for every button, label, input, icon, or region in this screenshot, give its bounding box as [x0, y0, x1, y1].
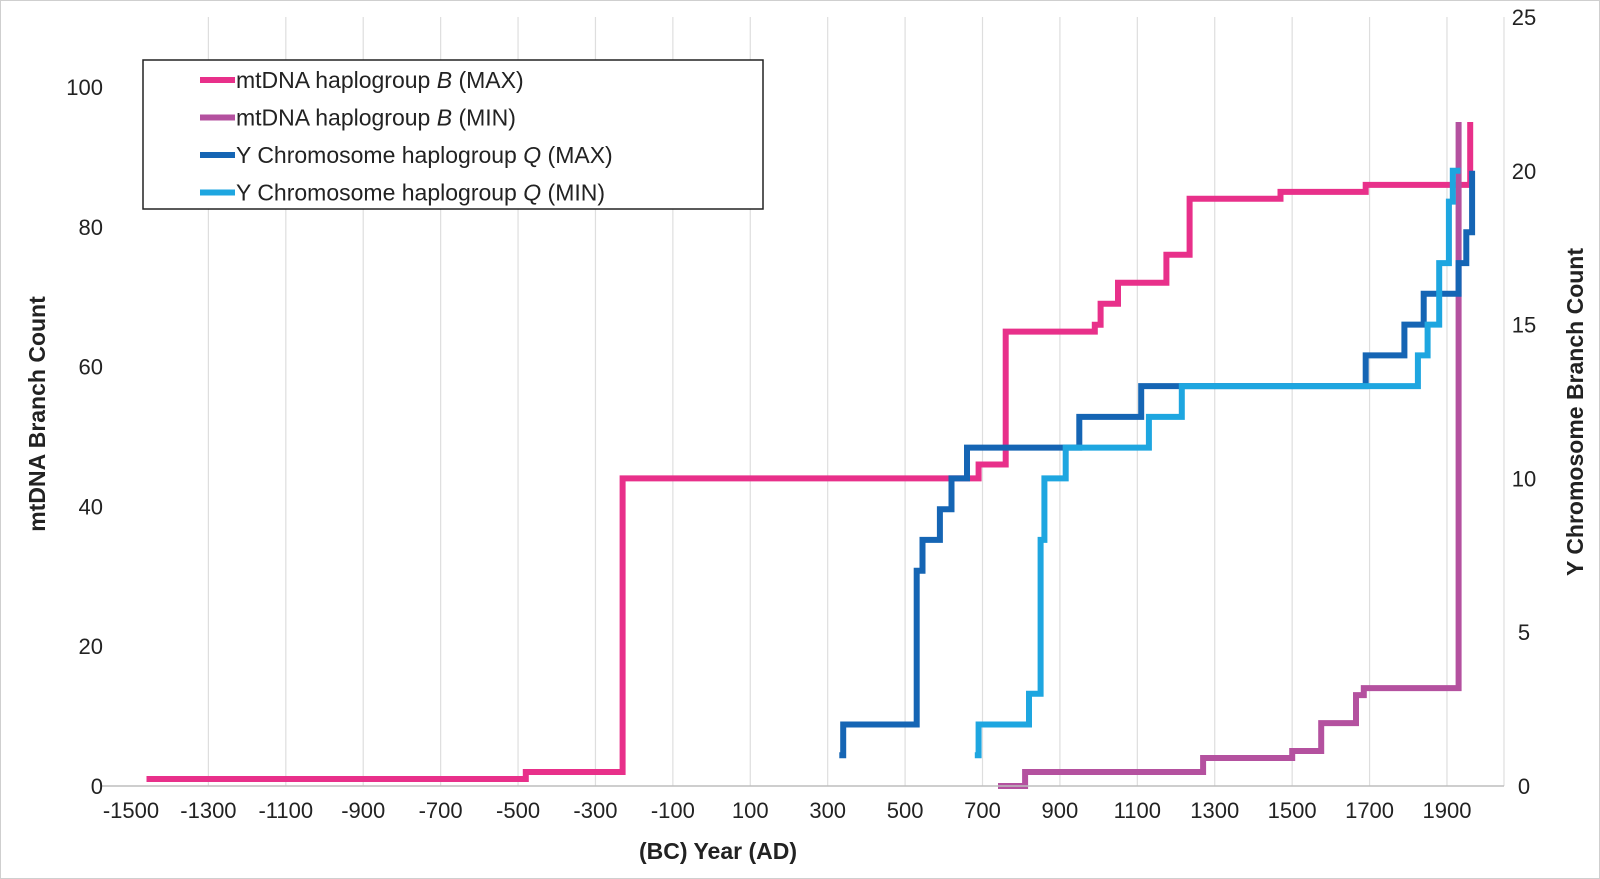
x-tick-label: 1500 [1268, 798, 1317, 823]
x-tick-label: -100 [651, 798, 695, 823]
x-tick-labels: -1500 -1300 -1100 -900 -700 -500 -300 -100 100 30… [103, 798, 1472, 823]
x-tick-label: 1100 [1114, 798, 1161, 823]
left-y-axis-title: mtDNA Branch Count [24, 296, 50, 532]
series-layer [146, 122, 1476, 789]
series-line-1 [146, 122, 1474, 782]
x-tick-label: 700 [964, 798, 1001, 823]
left-y-tick-label: 100 [66, 75, 103, 100]
right-y-tick-label: 15 [1512, 313, 1536, 338]
x-tick-label: 900 [1042, 798, 1079, 823]
x-tick-label: 500 [887, 798, 924, 823]
x-tick-label: -1300 [180, 798, 236, 823]
left-y-tick-label: 60 [79, 355, 103, 380]
legend-label: mtDNA haplogroup B (MIN) [236, 105, 516, 131]
x-tick-label: 100 [732, 798, 769, 823]
x-tick-label: 300 [809, 798, 846, 823]
legend-label: Y Chromosome haplogroup Q (MAX) [236, 142, 613, 168]
right-y-tick-label: 20 [1512, 159, 1536, 184]
x-tick-label: 1900 [1422, 798, 1471, 823]
x-tick-label: 1700 [1345, 798, 1394, 823]
legend: mtDNA haplogroup B (MAX) mtDNA haplogroup… [142, 59, 764, 210]
right-y-tick-label: 0 [1518, 774, 1530, 799]
x-tick-label: -1500 [103, 798, 159, 823]
right-y-axis-title: Y Chromosome Branch Count [1562, 248, 1588, 576]
left-y-tick-label: 0 [91, 774, 103, 799]
legend-label: Y Chromosome haplogroup Q (MIN) [236, 180, 605, 206]
vertical-gridlines [207, 17, 1505, 786]
x-tick-label: -1100 [258, 798, 313, 823]
x-tick-label: -900 [341, 798, 385, 823]
right-y-tick-labels: 0 5 10 15 20 25 [1512, 5, 1536, 799]
series-line-3 [839, 170, 1476, 759]
legend-label: mtDNA haplogroup B (MAX) [236, 67, 524, 93]
x-axis-title: (BC) Year (AD) [639, 838, 797, 864]
left-y-tick-label: 40 [79, 494, 103, 519]
x-tick-label: -500 [496, 798, 540, 823]
left-y-tick-labels: 0 20 40 60 80 100 [66, 75, 103, 799]
legend-box [142, 59, 764, 210]
right-y-tick-label: 10 [1512, 466, 1536, 491]
series-line-2 [998, 122, 1462, 789]
right-y-tick-label: 25 [1512, 5, 1536, 30]
x-tick-label: -300 [573, 798, 617, 823]
x-tick-label: -700 [419, 798, 463, 823]
left-y-tick-label: 20 [79, 634, 103, 659]
left-y-tick-label: 80 [79, 215, 103, 240]
series-line-4 [974, 167, 1461, 759]
right-y-tick-label: 5 [1518, 620, 1530, 645]
x-tick-label: 1300 [1190, 798, 1239, 823]
